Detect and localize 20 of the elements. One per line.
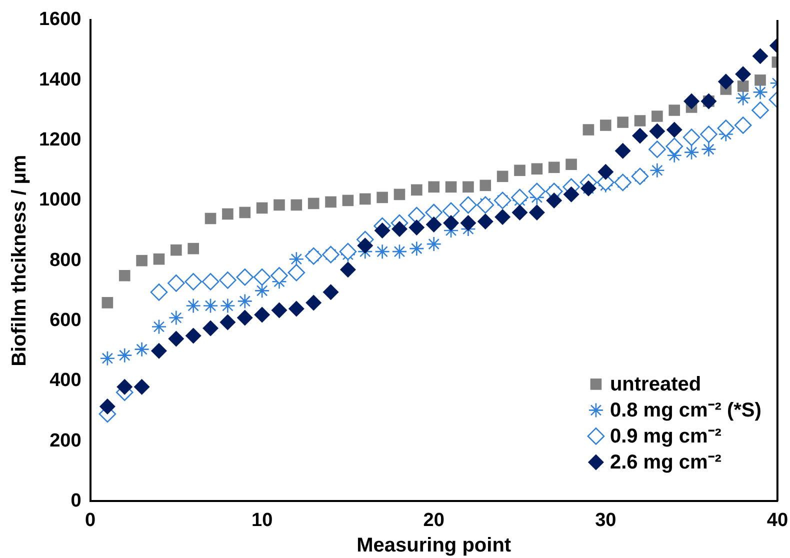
y-axis-title: Biofilm thcikness / µm bbox=[8, 154, 31, 366]
legend-label: untreated bbox=[610, 374, 702, 396]
x-tick-label: 20 bbox=[423, 510, 444, 531]
y-tick-label: 0 bbox=[70, 490, 82, 512]
legend-label: 0.9 mg cm⁻² bbox=[610, 426, 722, 448]
y-tick-label: 1000 bbox=[38, 190, 82, 211]
y-tick-label: 1200 bbox=[38, 130, 82, 151]
x-tick-label: 40 bbox=[766, 510, 788, 531]
x-tick-label: 30 bbox=[595, 510, 616, 531]
y-tick-label: 1600 bbox=[38, 9, 82, 30]
x-axis-title: Measuring point bbox=[356, 534, 512, 557]
legend-label: 0.8 mg cm⁻² (*S) bbox=[610, 400, 762, 422]
x-tick-label: 0 bbox=[84, 510, 96, 531]
y-tick-label: 200 bbox=[50, 430, 82, 452]
x-tick-label: 10 bbox=[251, 510, 273, 531]
y-tick-label: 800 bbox=[50, 250, 82, 271]
y-tick-label: 1400 bbox=[38, 69, 82, 90]
y-tick-label: 400 bbox=[50, 370, 82, 392]
legend-label: 2.6 mg cm⁻² bbox=[610, 452, 722, 474]
y-tick-label: 600 bbox=[50, 310, 82, 331]
